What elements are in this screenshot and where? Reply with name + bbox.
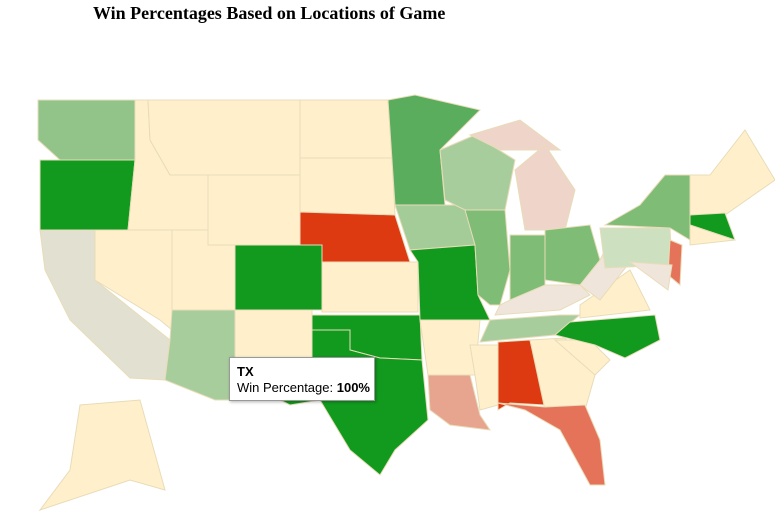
- region[interactable]: [689, 129, 775, 216]
- region[interactable]: [464, 209, 511, 306]
- region[interactable]: [147, 99, 301, 176]
- region[interactable]: [39, 159, 136, 231]
- region[interactable]: [667, 239, 683, 287]
- tooltip: TX Win Percentage: 100%: [229, 357, 375, 401]
- tooltip-value: 100%: [336, 380, 370, 395]
- region[interactable]: [299, 99, 393, 159]
- region[interactable]: [207, 174, 301, 246]
- region[interactable]: [628, 261, 673, 291]
- region[interactable]: [469, 344, 499, 411]
- region[interactable]: [321, 261, 419, 313]
- region[interactable]: [394, 204, 476, 251]
- tooltip-title: TX: [237, 364, 254, 379]
- map-title: Win Percentages Based on Locations of Ga…: [93, 3, 446, 23]
- tooltip-label: Win Percentage:: [237, 380, 334, 395]
- region[interactable]: [38, 399, 166, 511]
- tooltip-row: Win Percentage: 100%: [237, 380, 374, 396]
- region[interactable]: [234, 244, 323, 311]
- region[interactable]: [514, 144, 576, 231]
- region[interactable]: [299, 157, 396, 216]
- region[interactable]: [689, 224, 736, 246]
- region[interactable]: [37, 99, 136, 161]
- region[interactable]: [497, 402, 606, 486]
- region[interactable]: [553, 314, 661, 359]
- region[interactable]: [427, 374, 492, 431]
- region[interactable]: [164, 309, 236, 401]
- region[interactable]: [494, 284, 591, 316]
- region[interactable]: [468, 119, 562, 151]
